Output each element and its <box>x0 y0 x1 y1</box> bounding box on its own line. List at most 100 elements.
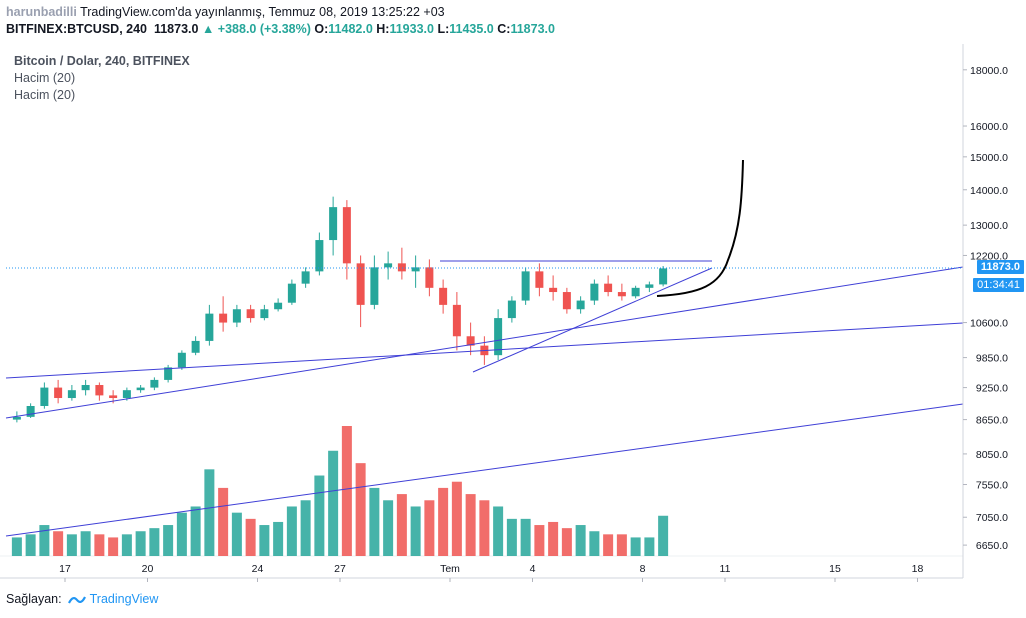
candle-body <box>411 267 420 272</box>
volume-bar <box>135 531 146 556</box>
candle-body <box>535 271 544 288</box>
y-tick-label: 15000.0 <box>970 152 1008 164</box>
candle-body <box>521 271 530 301</box>
bar-countdown-badge: 01:34:41 <box>973 278 1024 292</box>
trendline-long-support <box>5 322 964 379</box>
candle-body <box>54 387 63 399</box>
volume-bar <box>204 469 215 556</box>
volume-bar <box>396 494 407 556</box>
candle-body <box>67 390 76 399</box>
candle-body <box>631 287 640 297</box>
volume-bar <box>80 531 91 556</box>
candle-body <box>494 318 503 356</box>
legend-volume-1[interactable]: Hacim (20) <box>14 71 76 85</box>
x-tick-label: 27 <box>334 563 346 575</box>
low-label: L: <box>437 22 450 36</box>
volume-bar <box>465 494 476 556</box>
candle-body <box>164 367 173 380</box>
publish-info: TradingView.com'da yayınlanmış, Temmuz 0… <box>80 5 445 19</box>
volume-bar <box>644 537 655 556</box>
trendline-short-support <box>472 267 713 373</box>
candle-body <box>136 387 145 391</box>
volume-bars <box>11 426 669 556</box>
volume-bar <box>658 515 669 556</box>
footer-label: Sağlayan: <box>6 592 62 606</box>
volume-bar <box>410 506 421 556</box>
candle-body <box>315 240 324 272</box>
volume-bar <box>300 500 311 556</box>
volume-bar <box>575 525 586 556</box>
x-tick-label: 4 <box>530 563 536 575</box>
candle-body <box>549 287 558 293</box>
volume-bar <box>616 534 627 556</box>
volume-bar <box>534 525 545 556</box>
x-tick-label: 18 <box>912 563 924 575</box>
y-tick-label: 10600.0 <box>970 318 1008 330</box>
y-tick-label: 7550.0 <box>976 480 1008 492</box>
candle-body <box>562 292 571 310</box>
volume-bar <box>506 518 517 556</box>
candle-body <box>645 284 654 288</box>
volume-bar <box>149 528 160 556</box>
y-tick-label: 7050.0 <box>976 512 1008 524</box>
y-tick-label: 8050.0 <box>976 449 1008 461</box>
candle-body <box>260 309 269 319</box>
last-price-badge: 11873.0 <box>976 260 1024 274</box>
volume-bar <box>369 487 380 556</box>
y-tick-label: 9850.0 <box>976 353 1008 365</box>
candle-body <box>26 405 35 417</box>
candle-body <box>356 263 365 305</box>
candle-body <box>40 387 49 406</box>
legend-title[interactable]: Bitcoin / Dolar, 240, BITFINEX <box>14 54 190 68</box>
candle-body <box>466 336 475 346</box>
candle-body <box>590 283 599 301</box>
volume-bar <box>383 500 394 556</box>
volume-bar <box>438 487 449 556</box>
x-tick-label: 15 <box>829 563 841 575</box>
y-tick-label: 9250.0 <box>976 383 1008 395</box>
volume-bar <box>314 475 325 556</box>
candle-body <box>617 292 626 297</box>
candle-body <box>150 379 159 388</box>
candle-body <box>384 263 393 268</box>
footer-brand[interactable]: TradingView <box>89 592 159 606</box>
volume-bar <box>163 525 174 556</box>
x-tick-label: 17 <box>59 563 71 575</box>
volume-bar <box>176 512 187 556</box>
y-tick-label: 18000.0 <box>970 65 1008 77</box>
candle-body <box>274 302 283 310</box>
volume-bar <box>520 518 531 556</box>
candle-body <box>219 313 228 323</box>
volume-bar <box>341 426 352 556</box>
open-value: 11482.0 <box>328 22 373 36</box>
candle-body <box>246 309 255 319</box>
candle-body <box>507 300 516 319</box>
volume-bar <box>94 534 105 556</box>
candle-body <box>659 268 668 285</box>
y-tick-label: 6650.0 <box>976 540 1008 552</box>
volume-bar <box>589 531 600 556</box>
username[interactable]: harunbadilli <box>6 5 77 19</box>
volume-bar <box>25 534 36 556</box>
candle-body <box>576 300 585 310</box>
volume-bar <box>479 500 490 556</box>
volume-bar <box>630 537 641 556</box>
legend-volume-2[interactable]: Hacim (20) <box>14 88 76 102</box>
volume-bar <box>424 500 435 556</box>
candle-body <box>370 267 379 305</box>
volume-bar <box>231 512 242 556</box>
low-value: 11435.0 <box>449 22 494 36</box>
candle-body <box>439 287 448 305</box>
symbol-line: BITFINEX:BTCUSD, 240 11873.0 ▲ +388.0 (+… <box>6 21 555 38</box>
volume-bar <box>245 518 256 556</box>
symbol-name: BITFINEX:BTCUSD, 240 <box>6 22 147 36</box>
x-tick-label: 20 <box>142 563 154 575</box>
volume-bar <box>218 487 229 556</box>
candle-body <box>81 385 90 391</box>
y-tick-label: 12200.0 <box>970 250 1008 262</box>
open-label: O: <box>314 22 329 36</box>
tradingview-logo-icon <box>67 595 86 604</box>
projection-curve <box>656 159 744 297</box>
high-value: 11933.0 <box>389 22 434 36</box>
